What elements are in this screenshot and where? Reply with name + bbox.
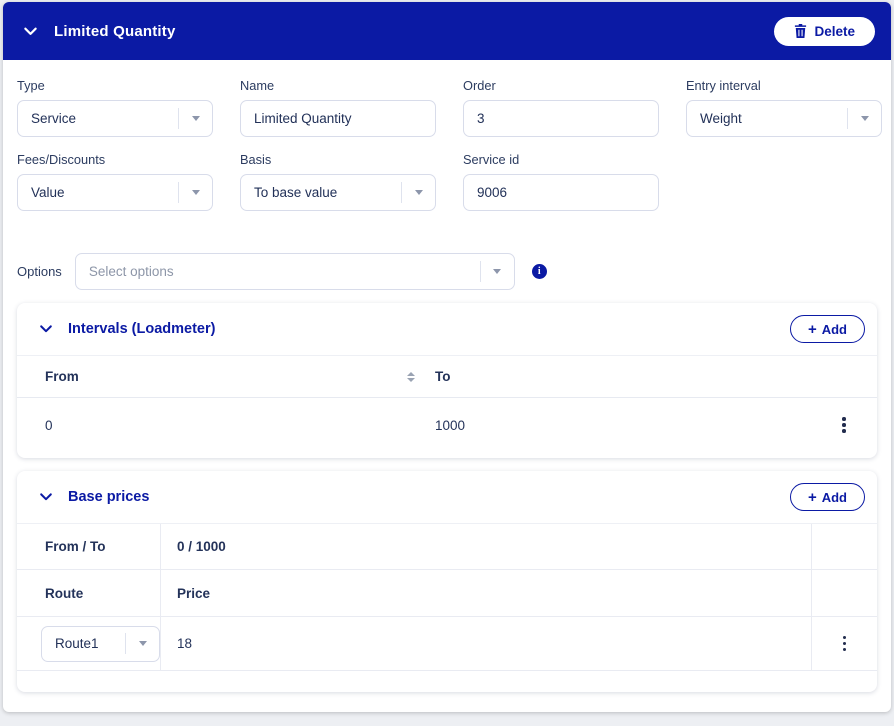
select-divider xyxy=(401,182,402,203)
service-id-label: Service id xyxy=(463,152,520,167)
base-prices-columns-row: Route Price xyxy=(17,570,877,617)
base-prices-table: From / To 0 / 1000 Route Price Route1 18 xyxy=(17,523,877,671)
intervals-title: Intervals (Loadmeter) xyxy=(68,321,216,337)
name-label: Name xyxy=(240,78,275,93)
delete-button-label: Delete xyxy=(814,23,855,39)
service-id-input[interactable] xyxy=(463,174,659,211)
intervals-add-button[interactable]: + Add xyxy=(789,315,865,343)
base-prices-title: Base prices xyxy=(68,489,150,505)
fromto-value: 0 / 1000 xyxy=(177,539,226,554)
type-select-value: Service xyxy=(31,111,77,126)
fees-discounts-select-value: Value xyxy=(31,185,65,200)
intervals-card-header: Intervals (Loadmeter) + Add xyxy=(17,303,877,355)
entry-interval-select[interactable]: Weight xyxy=(686,100,882,137)
chevron-down-icon[interactable] xyxy=(481,269,514,274)
route-column-label: Route xyxy=(17,570,161,616)
info-icon[interactable]: i xyxy=(531,264,547,279)
base-prices-add-label: Add xyxy=(821,489,847,505)
type-label: Type xyxy=(17,78,45,93)
order-input[interactable] xyxy=(463,100,659,137)
entry-interval-select-value: Weight xyxy=(700,111,742,126)
select-divider xyxy=(479,261,481,282)
base-prices-data-row: Route1 18 xyxy=(17,617,877,671)
base-prices-add-button[interactable]: + Add xyxy=(789,483,865,511)
base-prices-card: Base prices + Add From / To 0 / 1000 Rou… xyxy=(17,471,877,692)
options-row: Options Select options i xyxy=(17,253,877,290)
chevron-down-icon[interactable] xyxy=(402,190,435,195)
form-area: Type Service Name Order Entry interval W… xyxy=(3,60,891,290)
form-row-1: Type Service Name Order Entry interval W… xyxy=(17,78,882,137)
chevron-down-icon[interactable] xyxy=(179,190,212,195)
name-input[interactable] xyxy=(240,100,436,137)
trash-icon xyxy=(794,24,807,38)
plus-icon: + xyxy=(807,320,817,338)
order-label: Order xyxy=(463,78,496,93)
sort-icon[interactable] xyxy=(407,371,415,382)
fees-discounts-select[interactable]: Value xyxy=(17,174,213,211)
delete-button[interactable]: Delete xyxy=(774,16,875,46)
intervals-table-header: From To xyxy=(17,355,877,398)
plus-icon: + xyxy=(807,488,817,506)
interval-from-value: 0 xyxy=(45,417,53,433)
select-divider xyxy=(125,633,126,654)
type-select[interactable]: Service xyxy=(17,100,213,137)
chevron-down-icon[interactable] xyxy=(848,116,881,121)
price-value: 18 xyxy=(177,636,193,651)
row-menu-kebab-icon[interactable] xyxy=(837,630,853,658)
select-divider xyxy=(178,182,179,203)
entry-interval-label: Entry interval xyxy=(686,78,761,93)
intervals-table-row: 0 1000 xyxy=(17,398,877,452)
row-menu-kebab-icon[interactable] xyxy=(836,411,852,439)
price-column-label: Price xyxy=(177,585,211,601)
intervals-collapse-chevron-icon[interactable] xyxy=(39,322,53,336)
limited-quantity-panel: Limited Quantity Delete Type Service Nam… xyxy=(3,2,891,712)
basis-select-value: To base value xyxy=(254,185,338,200)
intervals-card: Intervals (Loadmeter) + Add From To 0 10… xyxy=(17,303,877,458)
intervals-add-label: Add xyxy=(821,321,847,337)
chevron-down-icon[interactable] xyxy=(126,641,159,646)
base-prices-collapse-chevron-icon[interactable] xyxy=(39,490,53,504)
select-divider xyxy=(847,108,848,129)
fromto-label: From / To xyxy=(17,524,161,569)
basis-label: Basis xyxy=(240,152,272,167)
panel-title: Limited Quantity xyxy=(54,22,176,40)
route-select[interactable]: Route1 xyxy=(41,625,160,662)
base-prices-fromto-row: From / To 0 / 1000 xyxy=(17,524,877,570)
intervals-col-from: From xyxy=(45,369,79,384)
select-divider xyxy=(178,108,179,129)
base-prices-card-header: Base prices + Add xyxy=(17,471,877,523)
options-multiselect[interactable]: Select options xyxy=(74,253,515,290)
interval-to-value: 1000 xyxy=(435,417,466,433)
form-row-2: Fees/Discounts Value Basis To base value… xyxy=(17,152,877,211)
collapse-chevron-icon[interactable] xyxy=(23,24,38,39)
chevron-down-icon[interactable] xyxy=(179,116,212,121)
fees-discounts-label: Fees/Discounts xyxy=(17,152,106,167)
panel-header: Limited Quantity Delete xyxy=(3,2,891,60)
options-label: Options xyxy=(17,264,62,279)
route-select-value: Route1 xyxy=(55,636,99,651)
options-placeholder: Select options xyxy=(88,264,174,279)
basis-select[interactable]: To base value xyxy=(240,174,436,211)
intervals-col-to: To xyxy=(435,369,451,384)
